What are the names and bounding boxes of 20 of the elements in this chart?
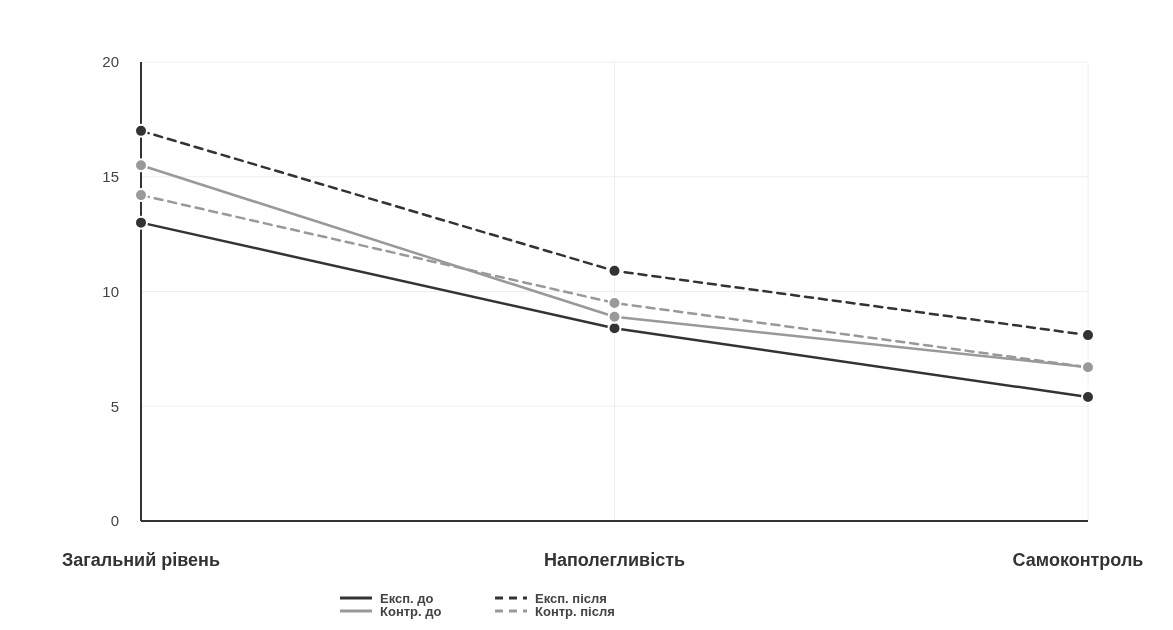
point <box>134 123 148 138</box>
y-tick-label: 5 <box>110 397 119 415</box>
x-tick-label: Загальний рівень <box>61 550 221 570</box>
point <box>607 309 622 324</box>
point <box>607 263 622 278</box>
point <box>607 321 622 336</box>
y-tick-label: 10 <box>102 282 119 300</box>
point <box>134 188 148 203</box>
point <box>134 215 148 230</box>
y-tick-label: 20 <box>102 53 119 71</box>
point <box>1081 328 1095 343</box>
point <box>1081 390 1095 405</box>
legend-label: Експ. після <box>535 590 607 606</box>
x-tick-label: Самоконтроль <box>1012 550 1144 570</box>
point <box>134 158 148 173</box>
y-tick-label: 0 <box>110 512 119 530</box>
point <box>607 295 622 310</box>
y-tick-label: 15 <box>102 168 119 185</box>
legend-label: Контр. після <box>535 603 615 619</box>
x-tick-label: Наполегливість <box>543 550 686 570</box>
